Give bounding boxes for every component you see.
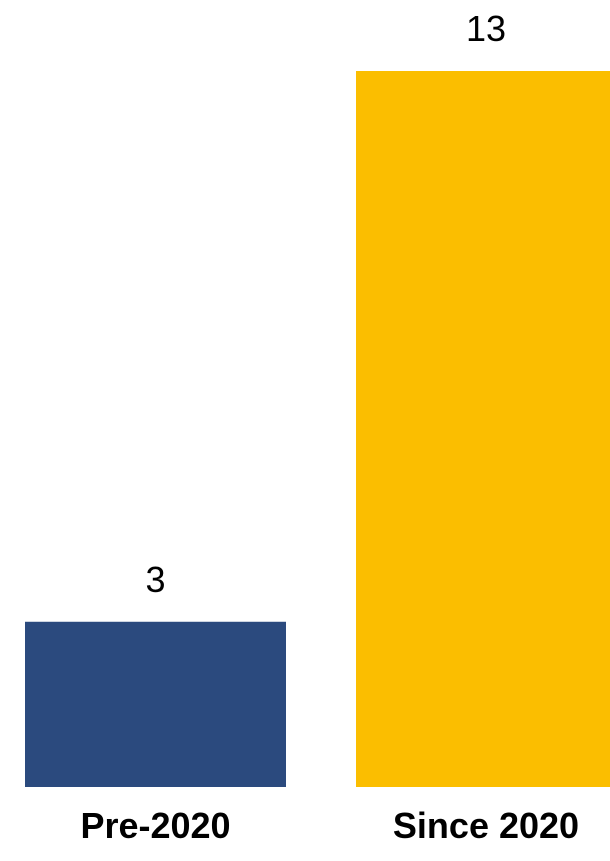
category-label-since-2020: Since 2020 — [393, 805, 579, 846]
bars-group — [25, 71, 610, 787]
category-labels-group: Pre-2020 Since 2020 — [80, 805, 579, 846]
bar-since-2020 — [356, 71, 610, 787]
value-label-since-2020: 13 — [466, 8, 506, 49]
category-label-pre-2020: Pre-2020 — [80, 805, 230, 846]
value-labels-group: 3 13 — [145, 8, 506, 600]
value-label-pre-2020: 3 — [145, 559, 165, 600]
bar-pre-2020 — [25, 621, 286, 787]
